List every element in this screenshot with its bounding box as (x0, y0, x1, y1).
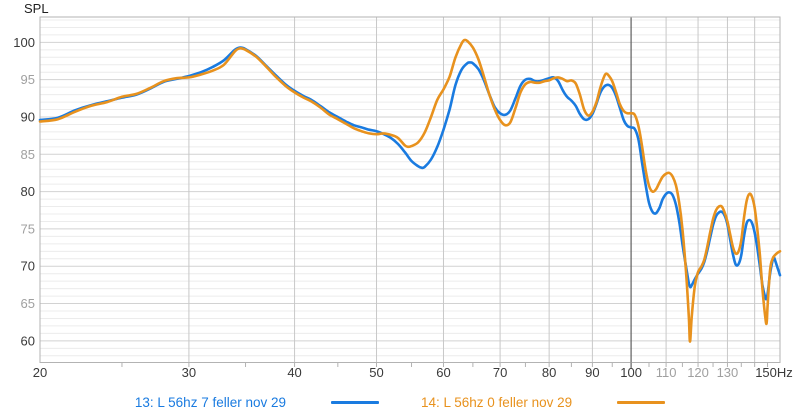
svg-text:110: 110 (656, 365, 677, 380)
legend-line-swatch-trace13 (331, 400, 379, 404)
svg-text:90: 90 (21, 109, 35, 124)
svg-text:130: 130 (717, 365, 739, 380)
legend-item-trace14[interactable]: 14: L 56hz 0 feller nov 29 (421, 394, 666, 410)
svg-text:80: 80 (542, 365, 556, 380)
svg-text:40: 40 (287, 365, 301, 380)
y-axis-labels: 60 65 70 75 80 85 90 95 100 (13, 35, 35, 348)
svg-text:60: 60 (436, 365, 450, 380)
spl-axis-title: SPL (24, 1, 49, 16)
legend: 13: L 56hz 7 feller nov 29 14: L 56hz 0 … (0, 391, 800, 413)
svg-text:100: 100 (13, 35, 35, 50)
legend-line-swatch-trace14 (617, 400, 666, 404)
x-axis-ticks (121, 362, 769, 369)
x-axis-labels: 20 30 40 50 60 70 80 90 100 110 120 130 150Hz (33, 365, 793, 380)
svg-text:60: 60 (21, 333, 35, 348)
svg-text:95: 95 (21, 72, 35, 87)
svg-text:65: 65 (21, 296, 35, 311)
svg-text:20: 20 (33, 365, 47, 380)
svg-text:120: 120 (687, 365, 709, 380)
plot-border (39, 16, 781, 363)
svg-text:50: 50 (369, 365, 383, 380)
svg-text:150Hz: 150Hz (755, 365, 793, 380)
legend-label-trace14: 14: L 56hz 0 feller nov 29 (421, 394, 573, 410)
svg-text:70: 70 (493, 365, 507, 380)
svg-text:75: 75 (21, 221, 35, 236)
svg-text:30: 30 (182, 365, 196, 380)
svg-text:90: 90 (585, 365, 599, 380)
svg-text:80: 80 (21, 184, 35, 199)
legend-item-trace13[interactable]: 13: L 56hz 7 feller nov 29 (135, 395, 379, 410)
gridlines (40, 17, 780, 363)
svg-text:70: 70 (21, 259, 35, 274)
svg-text:85: 85 (21, 147, 35, 162)
svg-text:100: 100 (620, 365, 642, 380)
legend-label-trace13: 13: L 56hz 7 feller nov 29 (134, 394, 286, 410)
trace-14 (38, 38, 782, 343)
